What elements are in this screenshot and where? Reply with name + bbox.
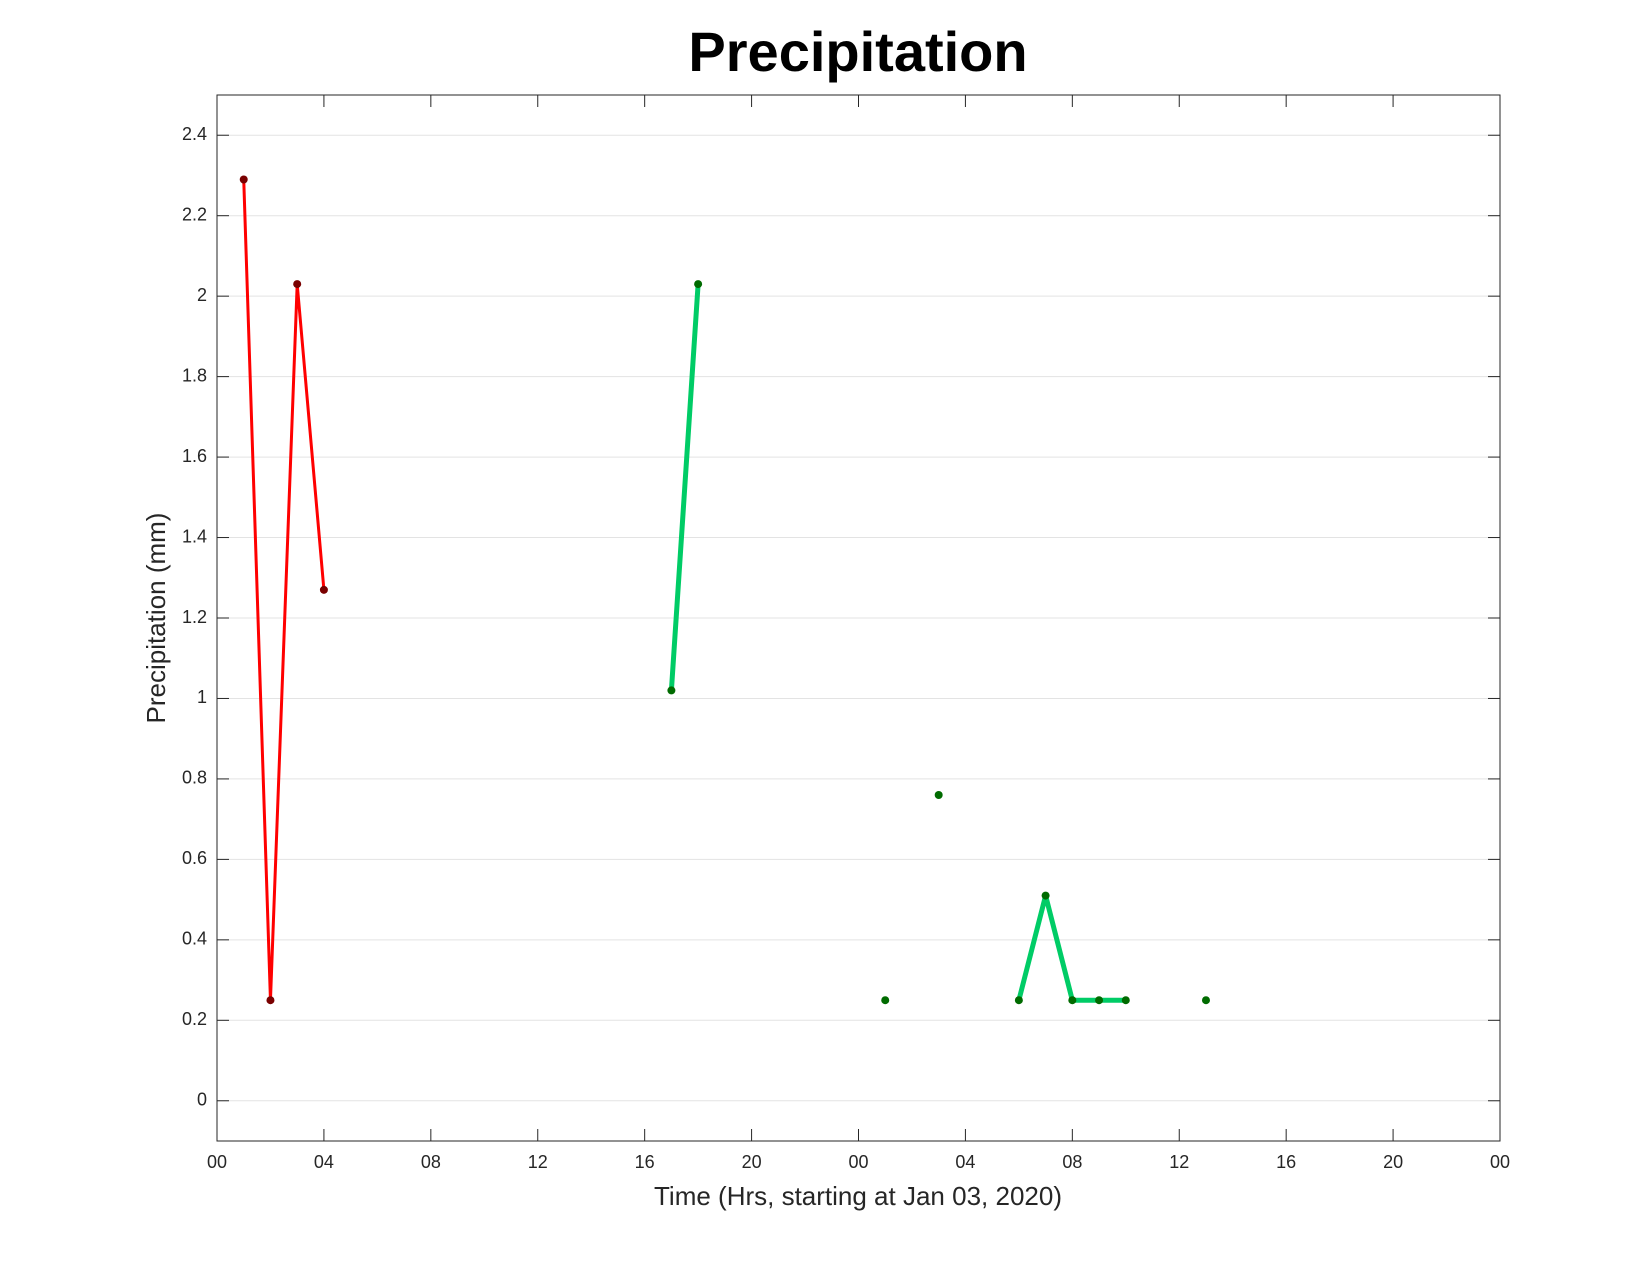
y-tick-label: 0.2 [182,1009,207,1029]
x-tick-label: 16 [1276,1152,1296,1172]
data-point [881,996,890,1005]
series-line [242,179,326,1001]
data-point [266,996,275,1005]
data-point [1068,996,1077,1005]
data-point [1095,996,1104,1005]
y-tick-label: 0.4 [182,929,207,949]
y-tick-label: 1.6 [182,446,207,466]
y-tick-label: 1 [197,687,207,707]
x-tick-label: 04 [314,1152,334,1172]
x-tick-label: 20 [742,1152,762,1172]
data-point [934,791,943,800]
x-tick-label: 16 [635,1152,655,1172]
y-tick-label: 1.8 [182,365,207,385]
data-point [293,280,302,289]
y-tick-label: 0.6 [182,848,207,868]
x-tick-label: 12 [528,1152,548,1172]
data-point [319,585,328,594]
data-point [1121,996,1130,1005]
data-point [1041,891,1050,900]
chart-title: Precipitation [688,20,1027,83]
series-line [671,284,1206,1000]
x-tick-label: 08 [421,1152,441,1172]
x-tick-label: 00 [207,1152,227,1172]
data-point [239,175,248,184]
x-tick-label: 12 [1169,1152,1189,1172]
data-point [694,280,703,289]
data-point [1201,996,1210,1005]
y-tick-label: 1.4 [182,526,207,546]
x-tick-label: 08 [1062,1152,1082,1172]
x-axis-label: Time (Hrs, starting at Jan 03, 2020) [654,1181,1062,1211]
y-tick-label: 2 [197,285,207,305]
plot-frame [216,94,1501,1142]
y-tick-label: 1.2 [182,607,207,627]
y-axis-label: Precipitation (mm) [141,513,171,724]
y-tick-label: 2.2 [182,204,207,224]
y-tick-label: 2.4 [182,124,207,144]
y-tick-label: 0.8 [182,768,207,788]
y-tick-label: 0 [197,1090,207,1110]
x-tick-label: 20 [1383,1152,1403,1172]
data-point [1014,996,1023,1005]
x-tick-label: 00 [1490,1152,1510,1172]
data-point [667,686,676,695]
x-tick-label: 00 [848,1152,868,1172]
x-tick-label: 04 [955,1152,975,1172]
